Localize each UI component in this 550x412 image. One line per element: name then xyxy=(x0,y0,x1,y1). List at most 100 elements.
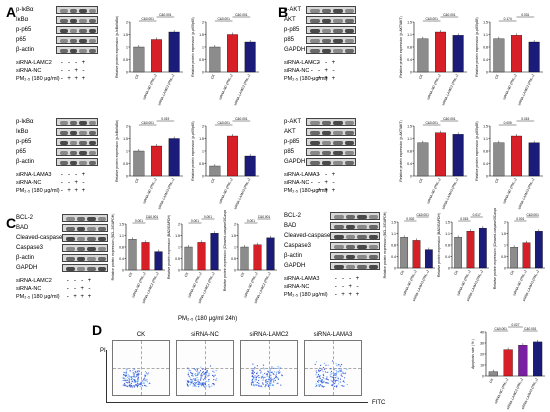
blot-band xyxy=(79,39,87,43)
blot-band xyxy=(60,151,68,155)
blot-band xyxy=(333,29,343,33)
flow-event xyxy=(334,382,336,385)
blot-band xyxy=(310,9,320,13)
chart-bar xyxy=(452,134,464,177)
flow-event xyxy=(215,369,217,372)
chart-bar xyxy=(141,242,150,271)
flow-event xyxy=(260,377,263,379)
blot-lane xyxy=(62,234,108,242)
chart-category-label: CK xyxy=(453,269,459,276)
flow-event xyxy=(211,374,214,377)
blot-row-label: p-AKT xyxy=(284,119,302,125)
panel-letter-a: A xyxy=(6,4,17,20)
flow-event xyxy=(195,381,197,384)
chart-tick-label: 0.4 xyxy=(483,162,488,166)
flow-event xyxy=(327,382,329,384)
flow-event xyxy=(322,370,324,373)
flow-event xyxy=(254,383,256,386)
flow-event xyxy=(316,384,318,387)
blot-row-label: IκBα xyxy=(16,129,29,135)
blot-band xyxy=(345,235,355,239)
flow-event xyxy=(123,382,126,385)
flow-event xyxy=(315,385,317,388)
treatment-label: siRNA-LAMC2 xyxy=(16,60,52,66)
flow-event xyxy=(208,374,210,376)
chart-tick-label: 0.8 xyxy=(407,45,412,49)
blot-lane xyxy=(56,158,98,166)
blot-row-label: β-actin xyxy=(284,253,303,259)
blot-band xyxy=(66,217,75,221)
sig-label: C&0.001 xyxy=(217,121,230,125)
blot-row-label: p-IκBα xyxy=(16,119,34,125)
flow-event xyxy=(200,384,202,386)
blot-lane xyxy=(62,254,108,262)
blot-row-label: p85 xyxy=(284,37,295,43)
flow-event xyxy=(133,375,135,377)
blot-band xyxy=(87,237,96,241)
flow-event xyxy=(264,376,266,378)
flow-event xyxy=(194,381,197,384)
flow-event xyxy=(280,384,282,386)
blot-lane xyxy=(56,128,98,136)
flow-event xyxy=(255,379,257,381)
flow-event xyxy=(335,385,337,387)
flow-event xyxy=(256,375,258,377)
chart-category-label: siRNA-NC (PM₂.₅) xyxy=(426,74,441,101)
flow-event xyxy=(193,385,195,387)
flow-event xyxy=(126,368,128,370)
flow-event xyxy=(251,373,254,375)
flow-event xyxy=(321,369,323,371)
chart-tick-label: 2 xyxy=(202,20,204,24)
flow-event xyxy=(204,377,206,379)
treatment-label: siRNA-NC xyxy=(16,180,42,186)
blot-band xyxy=(60,141,68,145)
blot-band xyxy=(344,121,354,125)
flow-event xyxy=(187,380,190,382)
flow-event xyxy=(196,377,198,379)
chart-tick-label: 1.1 xyxy=(391,232,396,236)
flow-event xyxy=(138,373,140,376)
blot-lane xyxy=(306,16,356,24)
flow-event xyxy=(343,373,345,375)
chart-bar xyxy=(488,371,498,377)
blot-c-left: BCL-2 BAD Cleaved-caspase3 Caspase3 β-actin G… xyxy=(16,214,116,314)
flow-event xyxy=(133,386,135,388)
treatment-marks: - + + + xyxy=(310,187,336,194)
flow-event xyxy=(261,376,264,379)
chart-tick-label: 1.1 xyxy=(407,33,412,37)
blot-band xyxy=(333,161,343,165)
blot-row-label: Cleaved-caspase3 xyxy=(284,233,334,239)
blot-band xyxy=(357,215,367,219)
flow-event xyxy=(189,382,192,384)
sig-label: C&0.001 xyxy=(141,17,154,21)
flow-event xyxy=(271,371,273,373)
flow-event xyxy=(135,384,137,386)
chart-category-label: siRNA-NC (PM₂.₅) xyxy=(502,74,517,101)
treatment-marks: - - + - xyxy=(334,283,360,290)
flow-x-axis: FITC xyxy=(372,400,386,406)
chart-category-label: CK xyxy=(210,177,216,184)
treatment-label: siRNA-NC xyxy=(284,68,310,74)
flow-event xyxy=(334,381,336,383)
blot-a-top: p-IκBα IκBα p-p65 p65 β-actin siRNA-LAMC2 - - … xyxy=(16,6,111,106)
flow-event xyxy=(149,382,151,384)
blot-band xyxy=(88,131,96,135)
flow-event xyxy=(137,370,139,372)
flow-event xyxy=(338,370,340,372)
flow-event xyxy=(137,379,139,381)
flow-event xyxy=(200,378,202,380)
flow-event xyxy=(261,375,263,378)
blot-band xyxy=(321,131,331,135)
flow-event xyxy=(260,385,262,388)
flow-event xyxy=(262,383,264,385)
flow-event xyxy=(215,378,218,380)
flow-event xyxy=(316,376,318,378)
flow-event xyxy=(332,383,334,385)
flow-event xyxy=(323,377,325,380)
flow-event xyxy=(187,372,189,374)
flow-event xyxy=(327,379,329,381)
flow-event xyxy=(130,385,132,387)
blot-lane xyxy=(306,118,356,126)
blot-band xyxy=(345,225,355,229)
blot-band xyxy=(310,131,320,135)
